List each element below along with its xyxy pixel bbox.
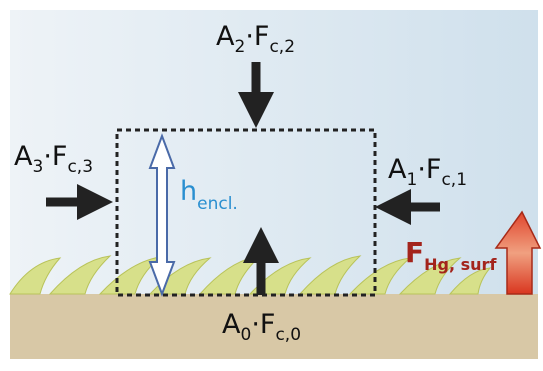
diagram: A2·Fc,2 A3·Fc,3 A1·Fc,1 A0·Fc,0 hencl. F… [0, 0, 543, 371]
